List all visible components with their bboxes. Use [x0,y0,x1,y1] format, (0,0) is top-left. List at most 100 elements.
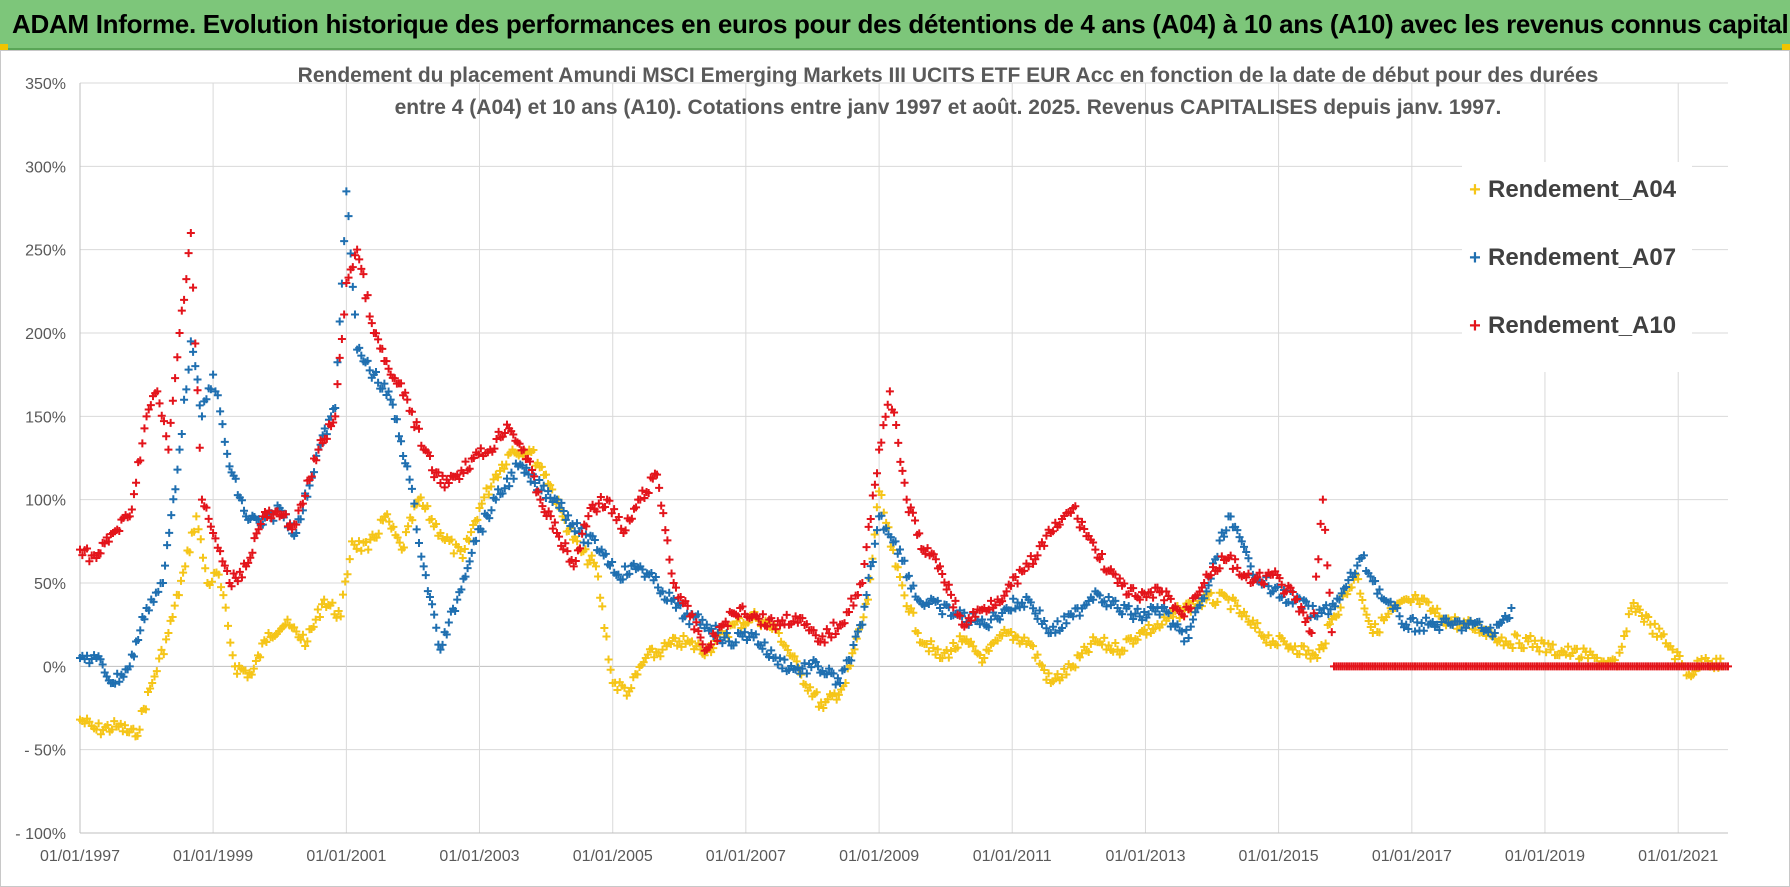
data-point-interp [401,528,410,537]
data-point-interp [189,283,198,292]
data-point-interp [602,632,611,641]
data-point [725,637,734,646]
data-point-interp [870,539,879,548]
data-point-interp [1115,574,1124,583]
data-point-interp [906,503,915,512]
data-point-interp [539,481,548,490]
data-point-interp [971,612,980,621]
data-points [76,187,1732,741]
data-point-interp [814,702,823,711]
data-point-interp [902,602,911,611]
data-point-interp [530,472,539,481]
data-point-interp [294,506,303,515]
data-point-interp [1548,640,1557,649]
data-point-interp [818,632,827,641]
data-point-interp [171,485,180,494]
data-point-interp [350,251,359,260]
data-point [1402,620,1411,629]
data-point-interp [1319,644,1328,653]
data-point-interp [555,532,564,541]
data-point-interp [1073,514,1082,523]
data-point-interp [502,474,511,483]
data-point-interp [692,618,701,627]
data-point-interp [1617,642,1626,651]
data-point-interp [344,273,353,282]
data-point [791,612,800,621]
data-point-interp [792,657,801,666]
data-point [1413,595,1422,604]
data-point-interp [394,432,403,441]
data-point-interp [1366,623,1375,632]
data-point-interp [1505,613,1514,622]
data-point-interp [401,388,410,397]
data-point-interp [204,514,213,523]
data-point-interp [1009,594,1018,603]
data-point-interp [711,631,720,640]
legend: + Rendement_A04 + Rendement_A07 + Rendem… [1462,162,1692,372]
data-point [1246,620,1255,629]
data-point-interp [288,525,297,534]
data-point-interp [438,640,447,649]
data-point-interp [1344,576,1353,585]
data-point-interp [157,411,166,420]
data-point-interp [529,445,538,454]
data-point-interp [367,319,376,328]
data-point [819,704,828,712]
data-point-interp [185,548,194,557]
data-point-interp [942,585,951,594]
data-point-interp [166,418,175,427]
data-point-interp [1144,621,1153,630]
data-point-interp [260,508,269,517]
data-point-interp [1031,609,1040,618]
data-point-interp [1264,631,1273,640]
header-banner: ADAM Informe. Evolution historique des p… [0,0,1790,50]
data-point [436,479,445,487]
data-point-interp [388,400,397,409]
data-point-interp [332,613,341,622]
data-point-interp [534,487,543,496]
data-point-interp [262,637,271,646]
data-point-interp [333,358,342,367]
data-point-interp [1078,649,1086,658]
data-point-interp [312,456,321,465]
data-point [702,620,711,629]
data-point-interp [218,420,227,429]
x-tick-label: 01/01/2005 [573,848,653,865]
data-point-interp [723,621,732,630]
data-point-interp [1411,590,1420,599]
data-point [1507,604,1516,612]
data-point-interp [1131,609,1140,618]
data-point-interp [149,597,158,606]
x-tick-label: 01/01/2013 [1105,848,1185,865]
data-point-interp [301,491,310,500]
data-point-interp [849,601,858,610]
data-point-interp [1033,551,1042,560]
data-point-interp [465,557,474,566]
data-point-interp [371,368,380,377]
data-point-interp [1577,653,1586,662]
data-point-interp [1697,655,1706,664]
data-point-interp [1321,639,1330,648]
data-point-interp [890,408,899,417]
data-point-interp [1200,578,1209,587]
data-point-interp [582,522,591,531]
data-point-interp [254,515,263,524]
data-point-interp [399,543,408,552]
data-point-interp [572,519,581,528]
data-point [919,545,928,554]
data-point-interp [405,475,414,484]
data-point-interp [119,672,128,681]
x-tick-label: 01/01/2003 [439,848,519,865]
data-point-interp [533,458,542,467]
data-point-interp [311,615,320,624]
data-point [913,629,922,637]
data-point-interp [96,655,105,664]
data-point-interp [1327,628,1336,637]
data-point-interp [767,646,776,655]
data-point-interp [366,535,375,544]
data-point [1224,595,1233,604]
data-point-interp [1273,583,1282,592]
data-point-interp [198,553,207,562]
data-point-interp [671,603,680,612]
data-point-interp [384,364,393,373]
